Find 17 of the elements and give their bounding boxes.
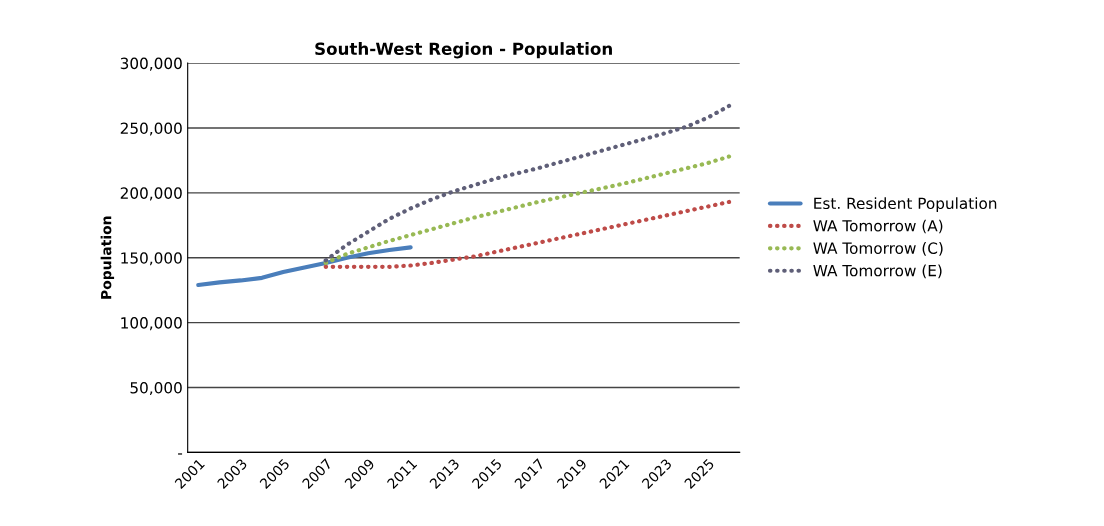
y-tick-label: 300,000 xyxy=(120,57,182,71)
y-tick-label: 100,000 xyxy=(121,317,182,331)
line-series xyxy=(323,199,732,269)
y-tick-label: 250,000 xyxy=(120,122,182,136)
y-tick-label: 200,000 xyxy=(120,187,182,201)
legend-label: WA Tomorrow (C) xyxy=(813,242,943,256)
y-axis-title: Population xyxy=(100,216,115,299)
line-series xyxy=(323,103,732,263)
line-series xyxy=(323,154,732,266)
legend-label: WA Tomorrow (A) xyxy=(813,219,943,234)
y-tick-label: 50,000 xyxy=(130,381,182,396)
legend-label: WA Tomorrow (E) xyxy=(813,264,942,279)
legend-label: Est. Resident Population xyxy=(814,197,997,213)
chart-title: South-West Region - Population xyxy=(315,42,612,59)
y-tick-label: 150,000 xyxy=(121,252,182,266)
line-series xyxy=(196,245,413,288)
y-tick-label: - xyxy=(178,453,183,455)
